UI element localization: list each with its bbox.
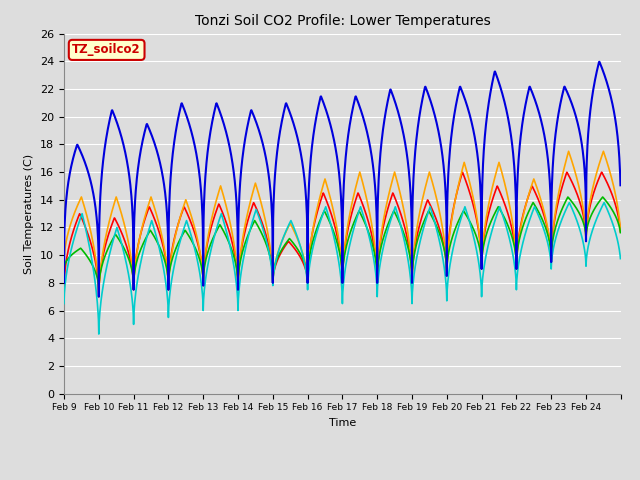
Title: Tonzi Soil CO2 Profile: Lower Temperatures: Tonzi Soil CO2 Profile: Lower Temperatur… <box>195 14 490 28</box>
Y-axis label: Soil Temperatures (C): Soil Temperatures (C) <box>24 154 35 274</box>
X-axis label: Time: Time <box>329 418 356 428</box>
Text: TZ_soilco2: TZ_soilco2 <box>72 43 141 56</box>
Legend: Open -8cm, Tree -8cm, Open -16cm, Tree -16cm, Tree2 -8cm: Open -8cm, Tree -8cm, Open -16cm, Tree -… <box>100 478 584 480</box>
